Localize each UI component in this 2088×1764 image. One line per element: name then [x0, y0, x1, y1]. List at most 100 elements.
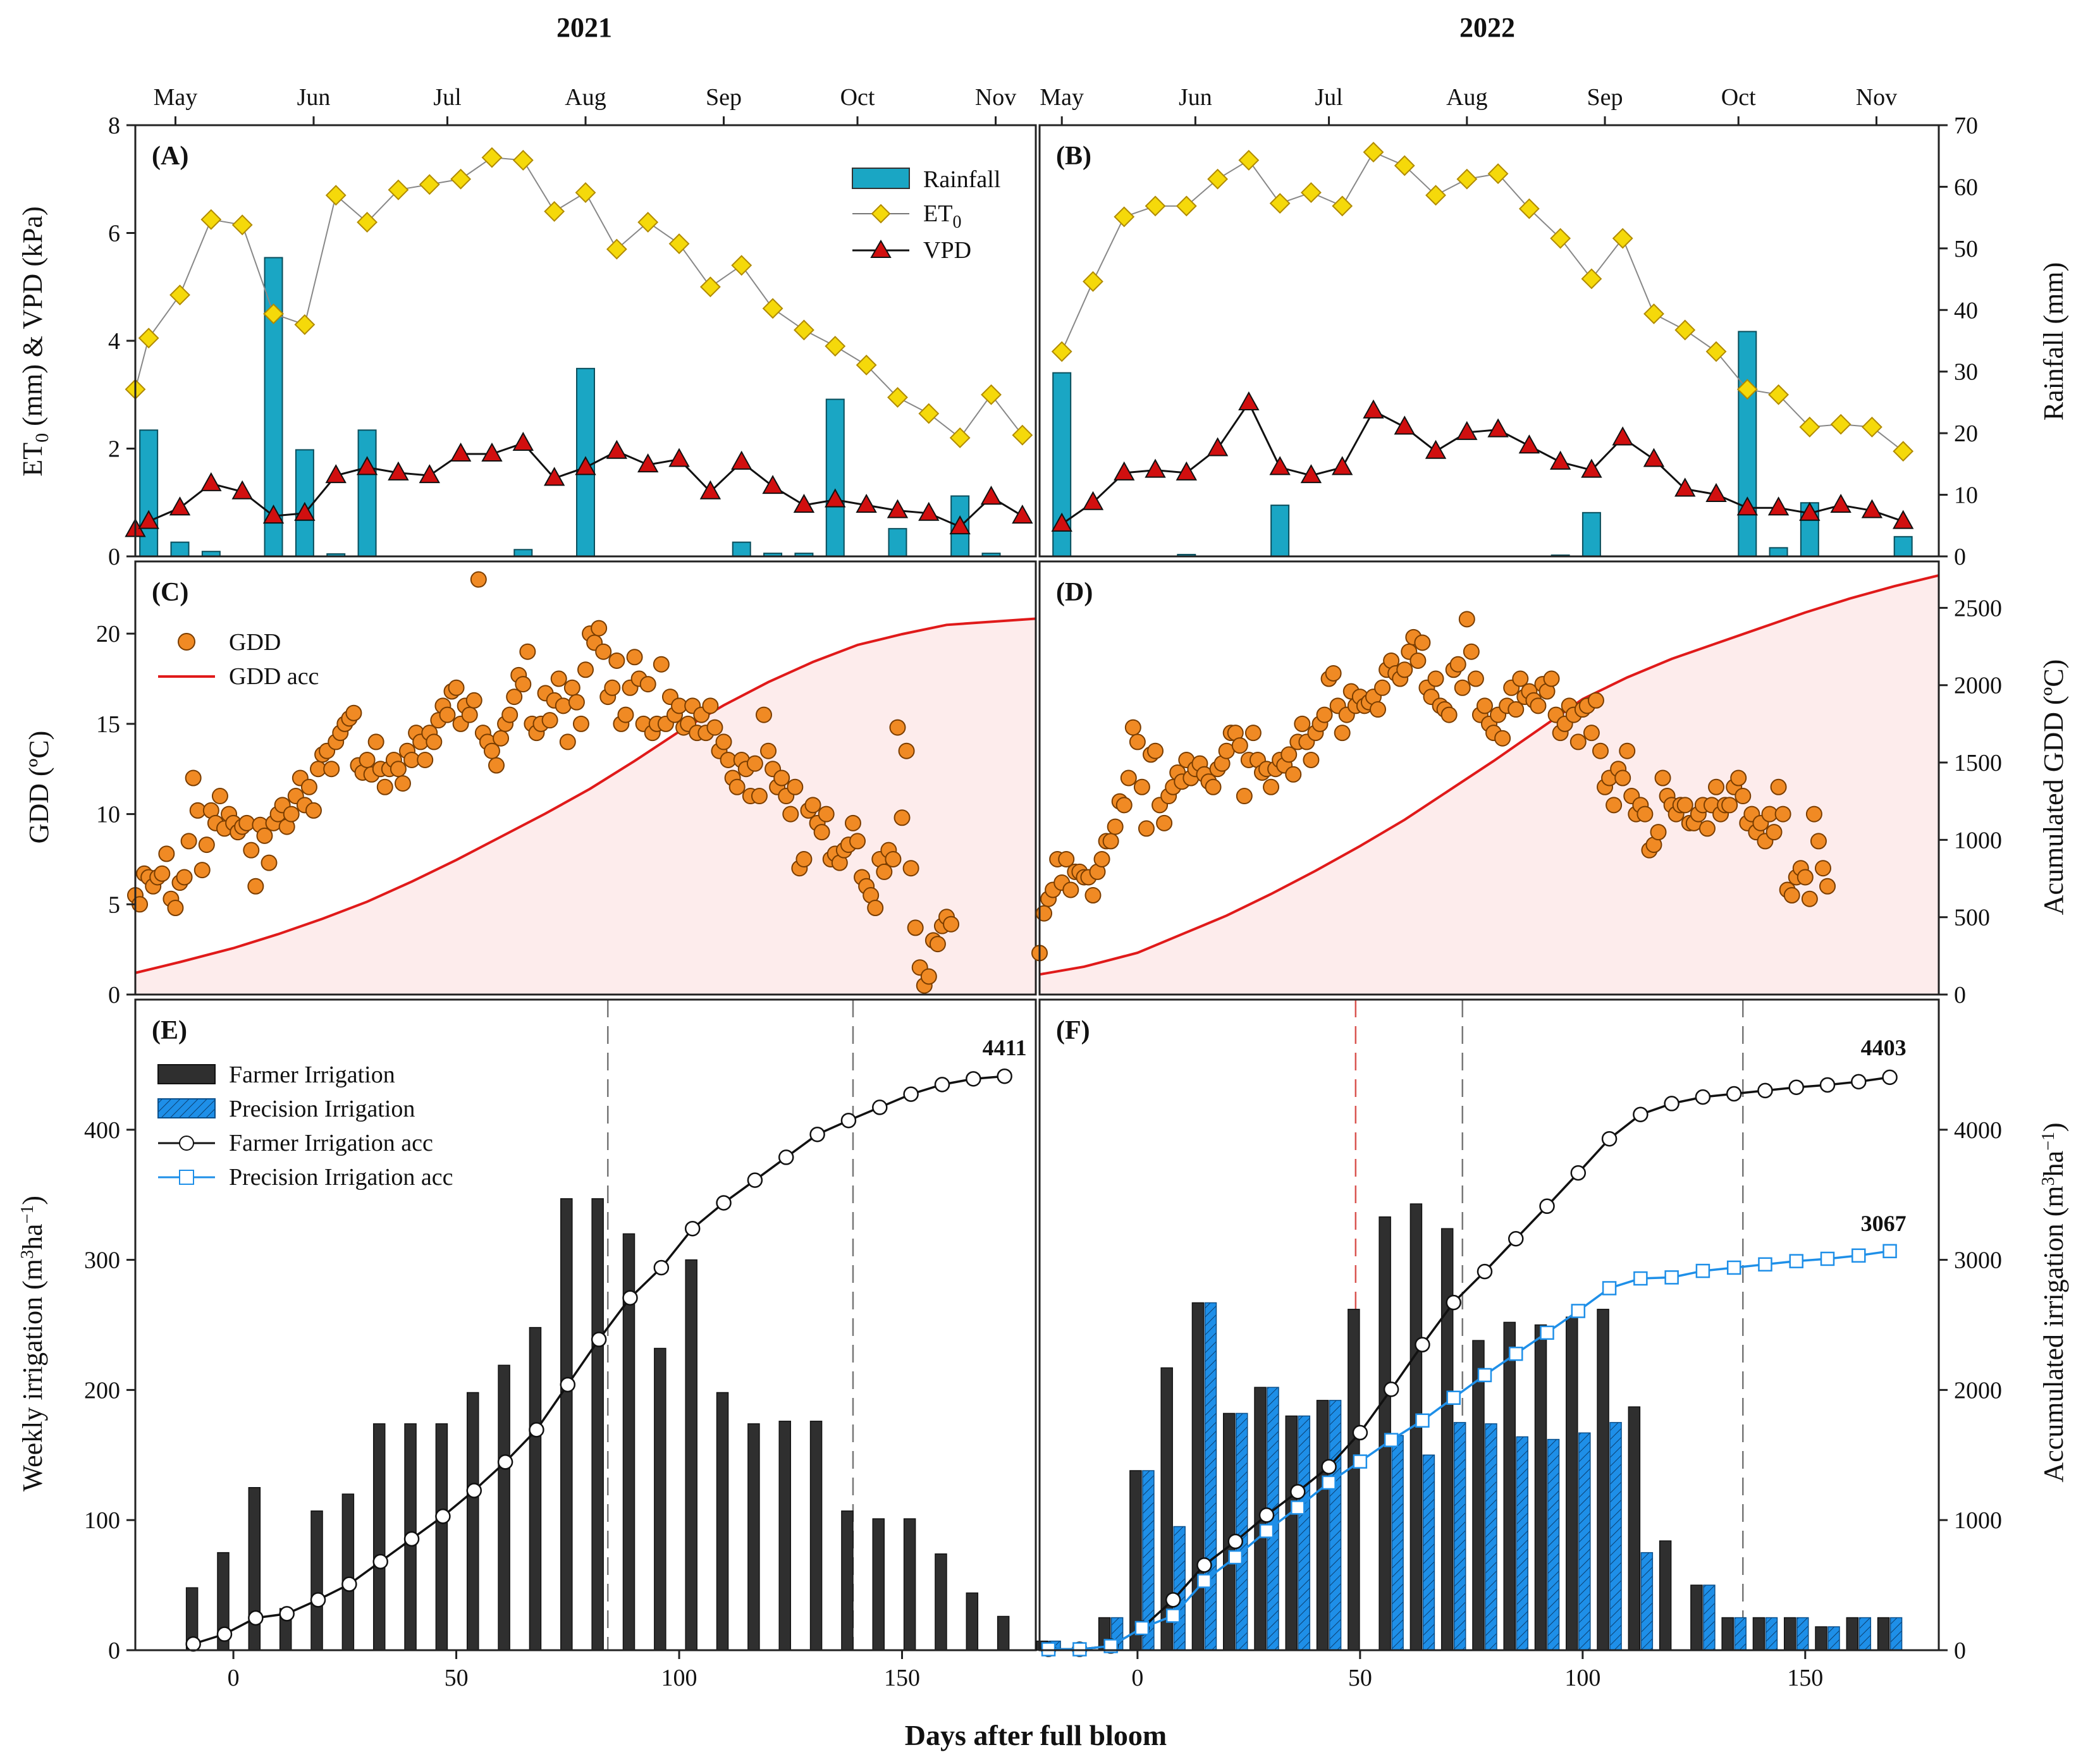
x-axis-label: Days after full bloom: [905, 1719, 1167, 1751]
panel-frame-e: [134, 998, 1037, 1651]
gdd-point: [943, 916, 960, 933]
gdd-point: [439, 706, 456, 723]
gdd-point: [653, 656, 670, 673]
precision-acc-point: [1602, 1281, 1617, 1295]
gdd-point: [787, 778, 804, 795]
gdd-point: [1467, 670, 1484, 687]
gdd-point: [1583, 725, 1600, 742]
farmer-irrigation-bar: [935, 1553, 947, 1651]
gdd-point: [1783, 887, 1800, 904]
vpd-line: [1061, 401, 1904, 525]
gdd-point: [813, 824, 830, 841]
gdd-point: [617, 706, 634, 723]
farmer-acc-point: [1165, 1592, 1181, 1608]
vpd-point: [1549, 450, 1571, 470]
et0-point: [1550, 228, 1571, 249]
gdd-axis-tick-label: 10: [96, 802, 120, 828]
gdd-point: [1263, 778, 1280, 795]
precision-irrigation-bar: [1609, 1422, 1622, 1651]
vpd-point: [388, 461, 409, 481]
et0-point: [1051, 341, 1072, 362]
vpd-point: [793, 493, 815, 513]
farmer-acc-point: [497, 1454, 513, 1470]
panel-label-f: (F): [1056, 1016, 1090, 1045]
gdd-point: [167, 900, 184, 916]
accumulated-gdd-axis-tick-label: 1000: [1954, 827, 2002, 854]
farmer-acc-point: [1695, 1089, 1711, 1105]
farmer-acc-point: [1726, 1086, 1742, 1102]
gdd-point: [1120, 769, 1137, 787]
vpd-point: [949, 515, 971, 535]
legend-vpd-label: VPD: [923, 237, 971, 264]
gdd-point: [461, 706, 478, 723]
farmer-irrigation-bar: [809, 1421, 823, 1651]
rainfall-bar: [170, 541, 190, 558]
farmer-irrigation-bar: [1846, 1617, 1859, 1651]
vpd-point: [1269, 456, 1291, 475]
rainfall-axis-tick-label: 10: [1954, 482, 1978, 509]
vpd-point: [1861, 499, 1883, 518]
vpd-point: [575, 456, 596, 475]
vpd-point: [1394, 415, 1415, 435]
precision-acc-point: [1758, 1257, 1772, 1272]
vpd-point: [980, 486, 1002, 505]
farmer-acc-point: [747, 1172, 763, 1188]
precision-irrigation-bar: [1547, 1438, 1560, 1651]
gdd-point: [1205, 778, 1222, 795]
et0-point: [1487, 163, 1509, 185]
gdd-point: [844, 814, 861, 831]
legend-farmer-label: Farmer Irrigation: [229, 1062, 395, 1088]
et0-point: [1456, 168, 1478, 190]
gdd-axis-tick-label: 20: [96, 621, 120, 647]
legend-rainfall-swatch: [852, 168, 910, 189]
gdd-point: [920, 968, 937, 985]
gdd-point: [1285, 766, 1302, 783]
gdd-point: [417, 751, 434, 768]
et0-point: [1145, 195, 1166, 217]
et0-point: [1425, 185, 1446, 206]
et0-line: [135, 157, 1023, 439]
et0-point: [1518, 198, 1540, 219]
et0-point: [357, 212, 378, 233]
precision-acc-line: [1048, 1250, 1890, 1651]
et0-point: [294, 314, 316, 335]
farmer-acc-point: [1664, 1096, 1680, 1112]
gdd-point: [1708, 778, 1725, 795]
farmer-irrigation-bar: [1877, 1617, 1890, 1651]
accumulated-irrigation-axis-label: Accumulated irrigation (m3ha−1): [2038, 1122, 2069, 1482]
accumulated-gdd-axis-tick-label: 0: [1954, 982, 1966, 1008]
precision-acc-point: [1197, 1574, 1212, 1588]
et0-point: [1861, 416, 1882, 438]
farmer-irrigation-bar: [841, 1510, 854, 1651]
farmer-irrigation-bar: [341, 1493, 355, 1651]
x-tick-label: 0: [1131, 1665, 1143, 1691]
et0-point: [1114, 206, 1135, 228]
accumulated-gdd-axis-tick-label: 2000: [1954, 673, 2002, 699]
precision-acc-point: [1695, 1263, 1710, 1278]
farmer-irrigation-bar: [1721, 1617, 1734, 1651]
precision-acc-point: [1820, 1251, 1835, 1266]
vpd-point: [138, 510, 159, 529]
farmer-irrigation-bar: [435, 1423, 448, 1651]
farmer-acc-point: [372, 1553, 388, 1570]
precision-acc-point: [1291, 1500, 1305, 1515]
farmer-irrigation-bar: [591, 1198, 604, 1651]
gdd-point: [1449, 656, 1466, 673]
gdd-point: [519, 643, 536, 660]
gdd-point: [1569, 733, 1587, 750]
gdd-point: [1107, 818, 1124, 835]
farmer-acc-point: [1477, 1263, 1493, 1280]
gdd-point: [1102, 833, 1119, 850]
et0-vpd-axis-tick-label: 2: [108, 436, 120, 463]
gdd-point: [1231, 737, 1248, 754]
gdd-point: [1396, 661, 1413, 678]
et0-vpd-axis-label: ET0 (mm) & VPD (kPa): [17, 206, 52, 476]
gdd-point: [185, 769, 202, 787]
gdd-point: [1156, 814, 1173, 831]
vpd-point: [356, 456, 378, 475]
vpd-point: [200, 472, 222, 491]
precision-irrigation-bar: [1422, 1454, 1435, 1651]
rainfall-bar: [1738, 331, 1757, 558]
gdd-point: [390, 761, 407, 778]
